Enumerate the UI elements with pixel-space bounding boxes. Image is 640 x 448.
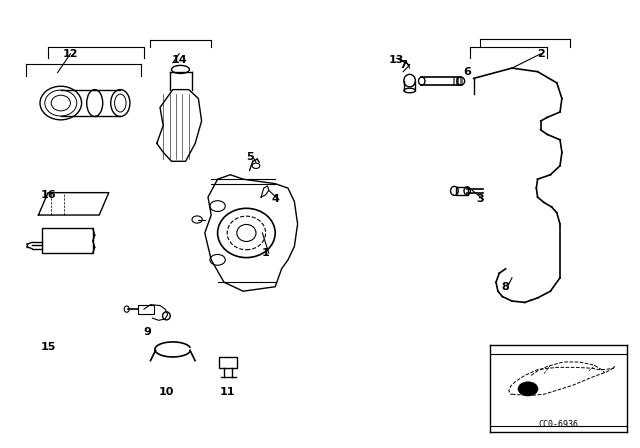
Text: 5: 5 bbox=[246, 152, 253, 162]
Text: 16: 16 bbox=[40, 190, 56, 200]
Text: 11: 11 bbox=[220, 387, 235, 397]
Bar bbox=[42, 228, 93, 253]
Text: 12: 12 bbox=[63, 49, 78, 59]
Text: 2: 2 bbox=[537, 49, 545, 59]
Text: 4: 4 bbox=[271, 194, 279, 204]
Bar bbox=[219, 357, 237, 368]
Text: 7: 7 bbox=[399, 60, 407, 70]
Bar bbox=[456, 187, 468, 195]
Text: 10: 10 bbox=[159, 387, 174, 397]
Bar bbox=[138, 305, 154, 314]
Text: 3: 3 bbox=[476, 194, 484, 204]
Text: 1: 1 bbox=[262, 248, 269, 258]
Text: 6: 6 bbox=[463, 67, 471, 77]
Text: 13: 13 bbox=[389, 56, 404, 65]
Text: 14: 14 bbox=[172, 56, 187, 65]
Text: 15: 15 bbox=[40, 342, 56, 352]
Text: CC0-6936: CC0-6936 bbox=[538, 420, 578, 429]
Circle shape bbox=[518, 382, 538, 396]
Text: 9: 9 bbox=[143, 327, 151, 336]
Text: 8: 8 bbox=[502, 282, 509, 292]
